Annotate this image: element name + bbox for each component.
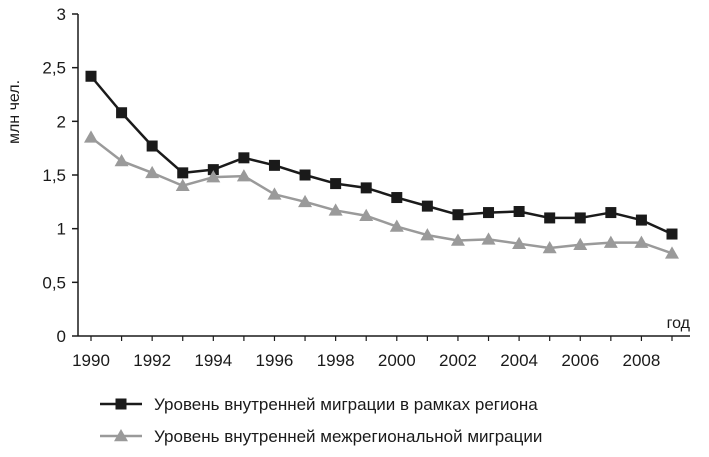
legend-swatch-marker: [115, 398, 127, 410]
data-point: [420, 228, 435, 241]
data-point: [603, 235, 618, 248]
y-tick-label: 2: [57, 112, 66, 131]
legend-swatch-marker: [114, 429, 128, 442]
y-tick-label: 1: [57, 220, 66, 239]
x-axis-title: год: [667, 315, 691, 332]
x-tick-label: 2000: [378, 351, 416, 370]
data-point: [360, 182, 372, 194]
data-point: [421, 200, 433, 212]
axes: [77, 14, 690, 337]
data-point: [665, 246, 679, 259]
data-point: [544, 212, 556, 224]
data-point: [268, 159, 280, 171]
legend-item: Уровень внутренней межрегиональной мигра…: [100, 427, 542, 446]
x-tick-label: 1996: [256, 351, 294, 370]
data-point: [146, 140, 158, 152]
y-tick-label: 0: [57, 327, 66, 346]
data-point: [634, 235, 649, 248]
data-point: [450, 233, 465, 246]
data-point: [298, 194, 313, 208]
legend-item: Уровень внутренней миграции в рамках рег…: [100, 395, 538, 414]
data-point: [635, 214, 647, 226]
x-tick-label: 1994: [194, 351, 232, 370]
x-tick-label: 2008: [623, 351, 661, 370]
series-1: [85, 70, 678, 240]
data-point: [573, 237, 588, 251]
data-point: [177, 167, 189, 179]
legend: Уровень внутренней миграции в рамках рег…: [100, 395, 542, 446]
data-point: [145, 165, 160, 179]
data-point: [512, 236, 527, 249]
data-point: [359, 208, 374, 222]
x-tick-label: 2002: [439, 351, 477, 370]
data-point: [481, 232, 496, 245]
x-tick-label: 1998: [317, 351, 355, 370]
x-tick-label: 2004: [500, 351, 538, 370]
data-point: [574, 212, 586, 224]
data-point: [389, 219, 404, 232]
data-point: [84, 130, 98, 143]
data-point: [513, 205, 525, 217]
data-point: [175, 178, 190, 191]
x-ticks: 1990 1992 1994 1996 1998 2000 2002 2004 2006 2008: [72, 336, 673, 370]
series-line: [90, 136, 673, 255]
y-tick-label: 3: [57, 5, 66, 24]
data-point: [299, 169, 311, 181]
data-point: [207, 164, 219, 176]
y-tick-label: 1,5: [42, 166, 66, 185]
data-point: [116, 107, 128, 119]
x-tick-label: 1990: [72, 351, 110, 370]
series-2: [84, 130, 679, 259]
data-point: [483, 207, 495, 219]
data-point: [238, 152, 250, 164]
data-point: [605, 207, 617, 219]
data-point: [236, 169, 251, 182]
data-point: [85, 70, 97, 82]
x-tick-label: 1992: [133, 351, 171, 370]
y-ticks: 0 0,5 1 1,5 2 2,5 3: [42, 5, 78, 346]
y-axis-title: млн чел.: [6, 80, 23, 144]
data-point: [328, 203, 343, 216]
data-point: [666, 228, 678, 240]
data-point: [114, 154, 129, 167]
legend-label: Уровень внутренней межрегиональной мигра…: [154, 427, 542, 446]
series-line: [90, 75, 673, 236]
data-point: [391, 192, 403, 204]
data-point: [330, 178, 342, 190]
data-point: [542, 240, 557, 254]
data-point: [206, 170, 221, 183]
series-layer: [84, 70, 679, 259]
legend-label: Уровень внутренней миграции в рамках рег…: [154, 395, 538, 414]
data-point: [452, 209, 464, 221]
data-point: [267, 187, 282, 200]
y-tick-label: 2,5: [42, 59, 66, 78]
y-tick-label: 0,5: [42, 273, 66, 292]
x-tick-label: 2006: [561, 351, 599, 370]
